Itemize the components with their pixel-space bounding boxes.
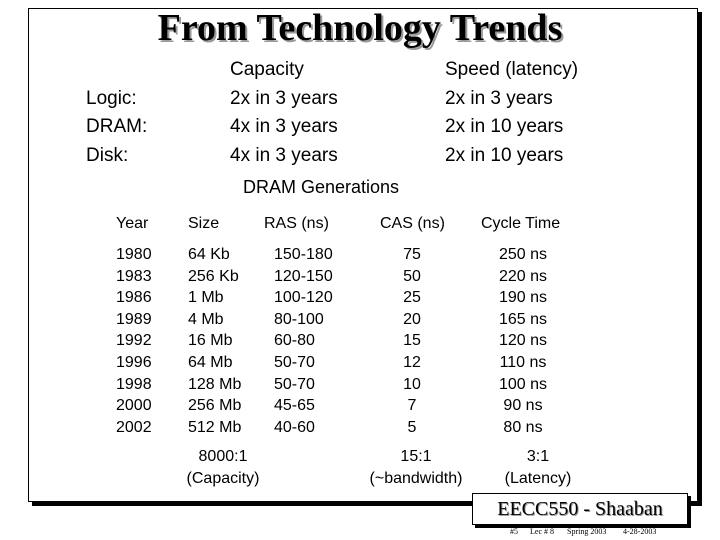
cell-size: 128 Mb (188, 375, 242, 393)
cell-cas: 15 (403, 332, 421, 350)
latency-ratio: 3:1 (Latency) (490, 446, 586, 489)
cell-year: 1992 (116, 332, 152, 350)
cell-year: 1980 (116, 246, 152, 263)
cell-cas: 20 (403, 310, 421, 328)
header-ras: RAS (ns) (264, 215, 329, 232)
header-cycle: Cycle Time (481, 215, 561, 232)
size-column: 64 Kb 256 Kb 1 Mb 4 Mb 16 Mb 64 Mb 128 M… (188, 244, 241, 438)
cell-size: 256 Kb (188, 267, 239, 285)
cell-size: 256 Mb (188, 397, 242, 415)
trend-speed-dram: 2x in 10 years (445, 116, 564, 137)
trend-label-dram: DRAM: (86, 116, 148, 137)
speed-header: Speed (latency) (445, 59, 579, 80)
cell-cas: 12 (403, 353, 421, 371)
cell-cycle: 80 ns (503, 418, 543, 436)
cell-year: 2000 (116, 397, 152, 415)
dram-heading: DRAM Generations (243, 177, 400, 197)
cell-cycle: 190 ns (498, 289, 548, 307)
slide-frame (28, 8, 698, 502)
header-size: Size (188, 215, 220, 232)
capacity-ratio: 8000:1 (Capacity) (170, 446, 276, 489)
cell-size: 1 Mb (188, 289, 224, 307)
cell-ras: 45-65 (274, 397, 315, 415)
bandwidth-ratio: 15:1 (~bandwidth) (356, 446, 476, 489)
year-column: 1980 1983 1986 1989 1992 1996 1998 2000 … (116, 244, 152, 438)
cell-ras: 50-70 (274, 353, 315, 371)
latency-ratio-value: 3:1 (526, 448, 550, 465)
cell-cycle: 250 ns (498, 246, 548, 263)
cell-size: 64 Kb (188, 246, 230, 263)
term: Spring 2003 (567, 527, 607, 536)
cell-year: 1996 (116, 353, 152, 371)
course-footer: EECC550 - Shaaban (472, 493, 688, 525)
header-cas: CAS (ns) (380, 215, 445, 232)
bandwidth-ratio-value: 15:1 (400, 448, 432, 465)
cell-ras: 60-80 (274, 332, 315, 350)
trend-capacity-disk: 4x in 3 years (230, 145, 338, 166)
lecture-number: Lec # 8 (530, 527, 554, 536)
bandwidth-ratio-label: (~bandwidth) (369, 469, 463, 487)
cell-cas: 75 (403, 246, 421, 263)
cell-cas: 7 (407, 397, 417, 415)
cell-year: 1989 (116, 310, 152, 328)
capacity-ratio-label: (Capacity) (186, 469, 260, 487)
cell-cycle: 165 ns (498, 310, 548, 328)
cell-cycle: 110 ns (499, 353, 547, 371)
trend-speed-disk: 2x in 10 years (445, 145, 564, 166)
trend-capacity-dram: 4x in 3 years (230, 116, 338, 137)
cell-ras: 120-150 (274, 267, 333, 285)
trend-label-logic: Logic: (86, 88, 137, 109)
cycle-column: 250 ns 220 ns 190 ns 165 ns 120 ns 110 n… (484, 244, 562, 438)
slide-number: #5 (510, 527, 518, 536)
cell-size: 16 Mb (188, 332, 233, 350)
capacity-header: Capacity (230, 59, 304, 80)
cell-ras: 40-60 (274, 418, 315, 436)
cell-cas: 10 (403, 375, 421, 393)
date: 4-28-2003 (623, 527, 657, 536)
cell-year: 1998 (116, 375, 152, 393)
cell-cycle: 120 ns (498, 332, 548, 350)
cell-year: 2002 (116, 418, 152, 436)
cell-cycle: 220 ns (498, 267, 548, 285)
capacity-ratio-value: 8000:1 (198, 448, 248, 465)
header-year: Year (116, 215, 149, 232)
cell-size: 64 Mb (188, 353, 233, 371)
cell-year: 1986 (116, 289, 152, 307)
ras-column: 150-180 120-150 100-120 80-100 60-80 50-… (274, 244, 333, 438)
cell-ras: 80-100 (274, 310, 324, 328)
cell-year: 1983 (116, 267, 152, 285)
latency-ratio-label: (Latency) (504, 469, 572, 487)
trend-capacity-logic: 2x in 3 years (230, 88, 338, 109)
cell-cas: 50 (403, 267, 421, 285)
cell-ras: 50-70 (274, 375, 315, 393)
slide-title: From Technology Trends (157, 7, 563, 49)
cell-cas: 25 (403, 289, 421, 307)
cas-column: 75 50 25 20 15 12 10 7 5 (392, 244, 432, 438)
cell-ras: 100-120 (274, 289, 333, 307)
trend-speed-logic: 2x in 3 years (445, 88, 553, 109)
cell-cas: 5 (407, 418, 417, 436)
trend-label-disk: Disk: (86, 145, 129, 166)
cell-size: 4 Mb (188, 310, 224, 328)
cell-cycle: 90 ns (503, 397, 543, 415)
cell-cycle: 100 ns (498, 375, 548, 393)
cell-ras: 150-180 (274, 246, 333, 263)
cell-size: 512 Mb (188, 418, 242, 436)
